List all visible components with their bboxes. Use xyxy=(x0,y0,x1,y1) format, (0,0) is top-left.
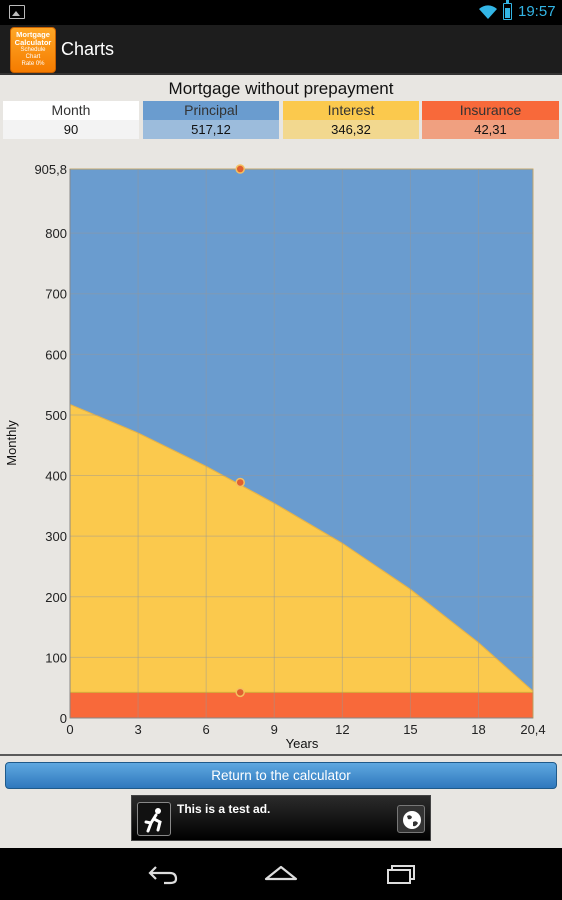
area-series-insurance xyxy=(69,691,534,719)
summary-month-header: Month xyxy=(3,101,139,120)
summary-month-value: 90 xyxy=(3,120,139,139)
action-bar: Mortgage Calculator Schedule Chart Rate … xyxy=(0,25,562,75)
app-icon-line: Calculator xyxy=(14,38,52,47)
battery-icon xyxy=(503,0,512,20)
page-title: Charts xyxy=(61,39,115,59)
x-tick-label: 20,4 xyxy=(520,722,545,737)
y-tick-label: 500 xyxy=(45,408,67,423)
chart-title: Mortgage without prepayment xyxy=(168,79,394,98)
summary-month: Month 90 xyxy=(3,101,139,139)
y-tick-label: 905,8 xyxy=(34,162,67,177)
summary-insurance: Insurance 42,31 xyxy=(422,101,559,139)
y-tick-label: 700 xyxy=(45,287,67,302)
back-icon[interactable] xyxy=(146,861,180,885)
ad-banner[interactable]: This is a test ad. xyxy=(131,795,431,841)
ad-text: This is a test ad. xyxy=(177,802,271,816)
wifi-icon xyxy=(479,5,497,19)
y-tick-label: 0 xyxy=(60,711,67,726)
x-tick-label: 18 xyxy=(471,722,485,737)
x-tick-label: 0 xyxy=(66,722,73,737)
gallery-notification-icon xyxy=(9,5,25,19)
summary-principal: Principal 517,12 xyxy=(143,101,279,139)
mortgage-chart[interactable]: 0 3 6 9 12 15 18 20,4 0 100 200 300 400 500 600 700 800 9… xyxy=(0,150,562,754)
summary-principal-header: Principal xyxy=(143,101,279,120)
app-icon-line: Mortgage xyxy=(16,30,50,39)
app-icon-line: Schedule xyxy=(20,47,46,53)
summary-interest: Interest 346,32 xyxy=(283,101,419,139)
area-series-principal xyxy=(69,168,534,693)
y-tick-label: 300 xyxy=(45,529,67,544)
cursor-marker-insurance[interactable] xyxy=(235,687,245,698)
divider xyxy=(0,754,562,756)
summary-interest-value: 346,32 xyxy=(283,120,419,139)
x-axis-title: Years xyxy=(286,736,319,751)
cursor-marker-total[interactable] xyxy=(235,164,245,174)
status-bar: 19:57 xyxy=(0,0,562,25)
summary-principal-value: 517,12 xyxy=(143,120,279,139)
app-icon[interactable]: Mortgage Calculator Schedule Chart Rate … xyxy=(10,27,56,73)
cursor-marker-interest[interactable] xyxy=(235,477,245,488)
app-icon-line: Chart xyxy=(25,54,41,60)
y-tick-label: 800 xyxy=(45,226,67,241)
globe-icon xyxy=(397,805,425,833)
summary-insurance-value: 42,31 xyxy=(422,120,559,139)
app-icon-line: Rate 0% xyxy=(21,61,45,67)
x-tick-label: 6 xyxy=(203,722,210,737)
y-tick-label: 100 xyxy=(45,650,67,665)
x-tick-label: 9 xyxy=(271,722,278,737)
navigation-bar xyxy=(0,848,562,900)
running-man-icon xyxy=(137,802,171,836)
y-tick-label: 200 xyxy=(45,590,67,605)
status-clock: 19:57 xyxy=(518,3,556,20)
home-icon[interactable] xyxy=(263,861,299,885)
summary-insurance-header: Insurance xyxy=(422,101,559,120)
y-tick-label: 400 xyxy=(45,469,67,484)
y-tick-label: 600 xyxy=(45,347,67,362)
x-tick-label: 15 xyxy=(403,722,417,737)
recent-apps-icon[interactable] xyxy=(384,861,418,885)
x-tick-label: 3 xyxy=(134,722,141,737)
return-to-calculator-button[interactable]: Return to the calculator xyxy=(5,762,557,789)
y-axis-title: Monthly xyxy=(4,420,19,466)
x-tick-label: 12 xyxy=(335,722,349,737)
summary-interest-header: Interest xyxy=(283,101,419,120)
